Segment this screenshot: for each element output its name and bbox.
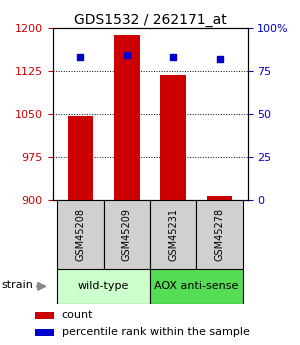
Text: percentile rank within the sample: percentile rank within the sample	[62, 327, 250, 337]
Point	[78, 54, 83, 60]
Bar	[35, 312, 54, 319]
Bar	[196, 200, 243, 269]
Point	[217, 56, 222, 61]
Bar	[207, 196, 232, 200]
Text: wild-type: wild-type	[78, 282, 129, 291]
Point	[124, 52, 129, 58]
Text: count: count	[62, 310, 93, 320]
Text: GSM45208: GSM45208	[75, 208, 85, 261]
Text: GSM45209: GSM45209	[122, 208, 132, 261]
Title: GDS1532 / 262171_at: GDS1532 / 262171_at	[74, 12, 226, 27]
Bar	[114, 35, 140, 200]
Bar	[150, 200, 196, 269]
Bar	[57, 269, 150, 304]
Bar	[160, 75, 186, 200]
Text: strain: strain	[1, 280, 33, 289]
Bar	[35, 329, 54, 336]
Bar	[57, 200, 104, 269]
Text: GSM45231: GSM45231	[168, 208, 178, 261]
Text: GSM45278: GSM45278	[214, 208, 225, 261]
Bar	[150, 269, 243, 304]
Text: AOX anti-sense: AOX anti-sense	[154, 282, 239, 291]
Bar	[103, 200, 150, 269]
Bar	[68, 116, 93, 200]
Point	[171, 54, 176, 60]
